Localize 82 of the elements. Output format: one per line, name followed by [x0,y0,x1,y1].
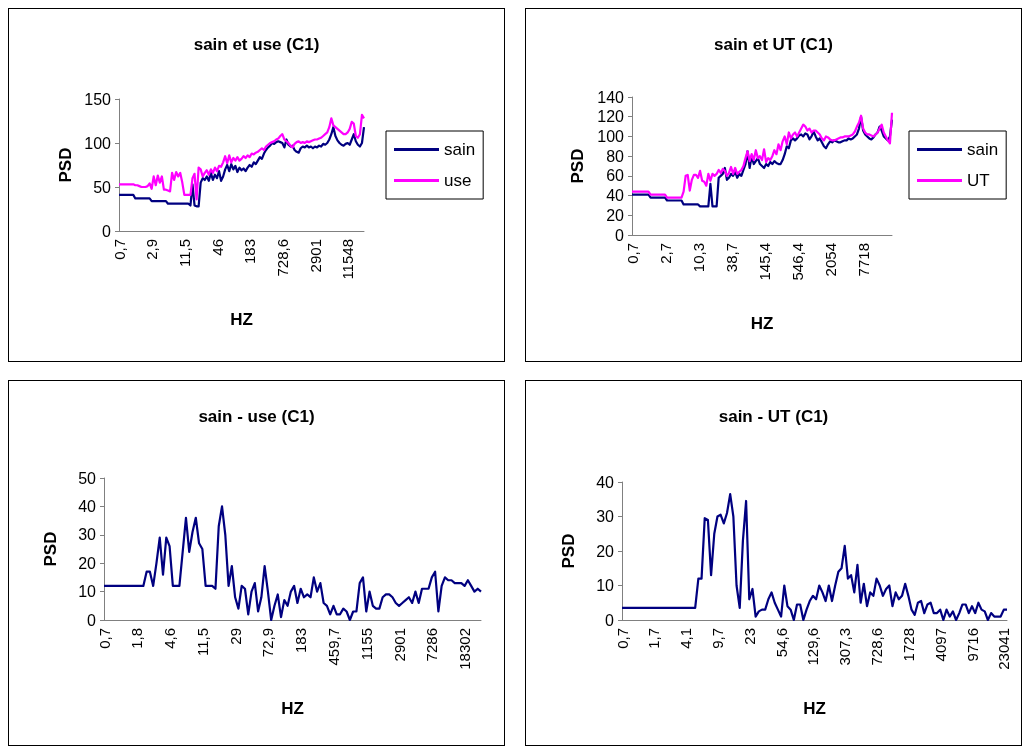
y-tick-label: 150 [84,90,112,108]
x-tick-label: 46 [208,239,226,256]
x-tick-label: 4,6 [161,628,179,649]
legend-label: sain [967,140,999,159]
y-tick-label: 140 [597,88,625,106]
x-tick-label: 9716 [963,628,981,662]
legend-label: use [444,171,472,190]
x-tick-label: 11548 [339,239,357,280]
y-tick-label: 60 [606,167,625,185]
chart-title: sain et UT (C1) [713,35,834,54]
x-tick-label: 9,7 [708,628,726,649]
chart-title: sain et use (C1) [193,35,320,54]
y-axis-title: PSD [41,531,60,567]
x-tick-label: 1155 [357,628,375,661]
x-tick-label: 129,6 [804,628,822,666]
x-tick-label: 0,7 [95,628,113,649]
y-tick-label: 20 [596,542,615,560]
x-tick-label: 38,7 [722,243,740,273]
y-tick-label: 40 [606,187,625,205]
y-tick-label: 10 [78,583,97,601]
x-tick-label: 2,9 [143,239,161,260]
x-tick-label: 728,6 [273,239,291,277]
x-tick-label: 11,5 [193,628,211,657]
y-tick-label: 80 [606,147,625,165]
x-axis-title: HZ [750,314,774,333]
x-tick-label: 4,1 [677,628,695,649]
x-tick-label: 0,7 [110,239,128,260]
x-tick-label: 18302 [456,628,474,670]
x-tick-label: 23 [740,628,758,645]
y-tick-label: 40 [78,497,97,515]
x-tick-label: 4097 [931,628,949,662]
y-tick-label: 100 [597,127,625,145]
chart-title: sain - UT (C1) [718,407,829,426]
x-tick-label: 72,9 [259,628,277,658]
x-tick-label: 546,4 [788,243,806,281]
y-tick-label: 10 [596,577,615,594]
x-tick-label: 1728 [899,628,917,662]
y-tick-label: 0 [605,611,615,629]
chart-title: sain - use (C1) [198,407,315,426]
x-tick-label: 7718 [854,243,872,277]
x-tick-label: 307,3 [836,628,854,666]
y-tick-label: 50 [78,469,97,487]
line-series [117,113,366,201]
y-axis-title: PSD [568,148,588,184]
x-tick-label: 183 [292,628,310,654]
x-tick-label: 54,6 [772,628,790,658]
y-tick-label: 30 [78,526,97,544]
x-tick-label: 0,7 [613,628,631,649]
y-tick-label: 20 [606,206,625,224]
x-tick-label: 2,7 [656,243,674,264]
y-tick-label: 120 [597,108,625,126]
y-tick-label: 50 [93,178,112,196]
x-tick-label: 29 [226,628,244,645]
x-tick-label: 1,8 [128,628,146,649]
x-tick-label: 183 [241,239,259,265]
legend-label: UT [967,171,990,190]
y-tick-label: 100 [84,134,112,152]
x-tick-label: 459,7 [324,628,342,666]
x-axis-title: HZ [281,699,304,718]
x-tick-label: 10,3 [689,243,707,273]
x-tick-label: 0,7 [623,243,641,264]
y-tick-label: 0 [615,226,625,244]
x-tick-label: 11,5 [175,239,193,268]
x-tick-label: 1,7 [645,628,663,649]
x-tick-label: 728,6 [868,628,886,666]
y-tick-label: 0 [102,222,112,240]
x-tick-label: 2054 [821,243,839,277]
x-axis-title: HZ [230,310,253,329]
x-tick-label: 2901 [390,628,408,662]
y-tick-label: 30 [596,508,615,525]
x-tick-label: 145,4 [755,243,773,281]
y-tick-label: 20 [78,554,97,572]
legend-label: sain [444,140,476,159]
x-axis-title: HZ [803,699,826,718]
x-tick-label: 7286 [423,628,441,662]
y-axis-title: PSD [559,533,578,569]
y-tick-label: 0 [87,611,97,629]
y-axis-title: PSD [56,147,75,183]
x-tick-label: 23041 [995,628,1013,670]
x-tick-label: 2901 [306,239,324,273]
line-series [117,126,366,208]
y-tick-label: 40 [596,473,615,491]
